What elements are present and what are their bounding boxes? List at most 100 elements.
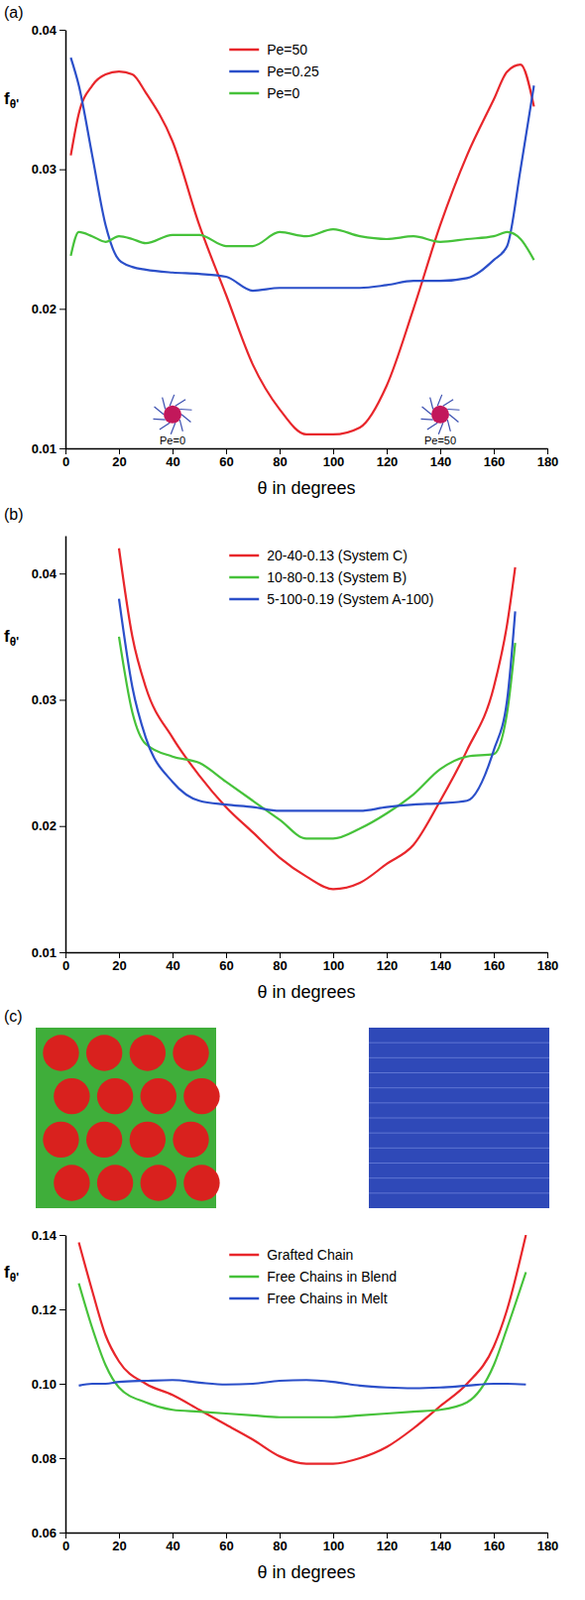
series-line [118,548,516,890]
x-tick-mark [65,1531,67,1538]
y-tick-label: 0.03 [31,161,57,177]
y-tick-mark [59,573,66,575]
x-tick-mark [493,951,495,958]
x-tick-label: 60 [219,454,234,469]
x-tick-label: 160 [483,454,506,469]
inset-chain [179,419,183,432]
x-tick: 180 [537,951,560,973]
inset-chain [427,422,438,430]
x-tick-mark [547,1531,549,1538]
x-tick-label: 40 [165,454,180,469]
x-tick: 140 [430,1531,453,1553]
y-tick-mark [59,1531,66,1533]
x-tick-mark [226,951,228,958]
legend-swatch [229,92,259,96]
y-axis-title: fθ' [3,1262,19,1285]
x-tick-mark [172,951,174,958]
x-tick: 20 [112,448,126,469]
x-tick-mark [279,951,281,958]
x-tick: 80 [272,951,287,973]
x-tick: 160 [483,951,506,973]
x-tick-mark [333,951,335,958]
x-tick: 120 [376,951,399,973]
snapshot-texture [368,1162,550,1164]
legend-label: 20-40-0.13 (System C) [266,547,408,564]
x-axis-line [66,951,549,954]
x-tick-mark [279,448,281,455]
x-tick: 40 [165,1531,180,1553]
y-tick: 0.14 [31,1227,66,1243]
series-line [79,1234,527,1464]
inset-particle [431,405,450,424]
x-tick: 140 [430,951,453,973]
y-tick: 0.02 [31,301,66,317]
y-tick-mark [59,308,66,310]
inset-image [153,394,193,435]
inset-chain [447,408,460,411]
panel: (a)0204060801001201401601800.010.020.030… [3,3,559,498]
x-tick-label: 0 [62,1537,70,1553]
x-axis-title: θ in degrees [256,1561,355,1582]
y-tick-label: 0.08 [31,1450,57,1466]
legend-swatch [229,1275,259,1279]
snapshot-texture [368,1117,550,1119]
x-tick: 180 [537,1531,560,1553]
y-tick: 0.04 [31,22,66,38]
x-tick-mark [440,951,442,958]
panel-label: (a) [3,3,24,21]
inset-particle [163,405,182,424]
figure: (a) 0 20 40 60 80 100 120 140 160 180 0.01 0.02 0.03 0… [0,0,585,1600]
plot-area [118,548,516,890]
x-tick-mark [172,448,174,455]
snapshot-images [35,1027,550,1208]
y-axis-line [65,30,68,450]
inset-chain [153,418,166,421]
inset-chain [154,406,164,415]
legend: 20-40-0.13 (System C)10-80-0.13 (System … [229,547,434,607]
y-tick: 0.04 [31,566,66,582]
inset-chain [449,414,459,423]
x-tick-mark [493,448,495,455]
legend-label: 5-100-0.19 (System A-100) [266,590,434,607]
snapshot-particle [183,1077,220,1114]
x-axis-title: θ in degrees [256,981,355,1002]
x-tick-mark [172,1531,174,1538]
x-tick-label: 160 [483,1537,506,1553]
snapshot-particle [42,1121,79,1158]
y-tick-mark [59,1457,66,1459]
x-tick-label: 60 [219,1537,234,1553]
x-tick-label: 160 [483,957,506,973]
snapshot-particle [140,1164,177,1200]
legend: Grafted ChainFree Chains in BlendFree Ch… [229,1246,397,1306]
y-tick-label: 0.02 [31,301,57,317]
snapshot-texture [368,1147,550,1149]
y-tick-mark [59,699,66,701]
x-tick-mark [118,951,120,958]
x-tick: 0 [62,448,70,469]
snapshot-particle [86,1121,122,1158]
y-tick-label: 0.01 [31,441,57,457]
x-tick: 100 [323,448,346,469]
y-axis-title: fθ' [3,626,19,649]
y-tick: 0.06 [31,1524,66,1540]
x-tick-mark [226,448,228,455]
x-tick: 80 [272,448,287,469]
x-tick: 80 [272,1531,287,1553]
x-tick: 160 [483,448,506,469]
snapshot-texture [368,1191,550,1193]
legend-label: Pe=0 [266,85,300,102]
x-tick-label: 20 [112,1537,126,1553]
snapshot-texture [368,1176,550,1178]
legend-label: Free Chains in Blend [266,1268,397,1285]
snapshot-particle [129,1034,166,1070]
snapshot-particle [129,1121,166,1158]
legend-swatch [229,554,259,558]
x-tick: 60 [219,1531,234,1553]
x-tick-label: 180 [537,1537,560,1553]
annotation: Pe=0 [159,434,186,447]
snapshot-melt [368,1027,550,1208]
x-tick-mark [386,1531,388,1538]
y-tick: 0.01 [31,944,66,960]
x-tick-label: 140 [430,454,453,469]
annotation: Pe=50 [424,434,457,447]
